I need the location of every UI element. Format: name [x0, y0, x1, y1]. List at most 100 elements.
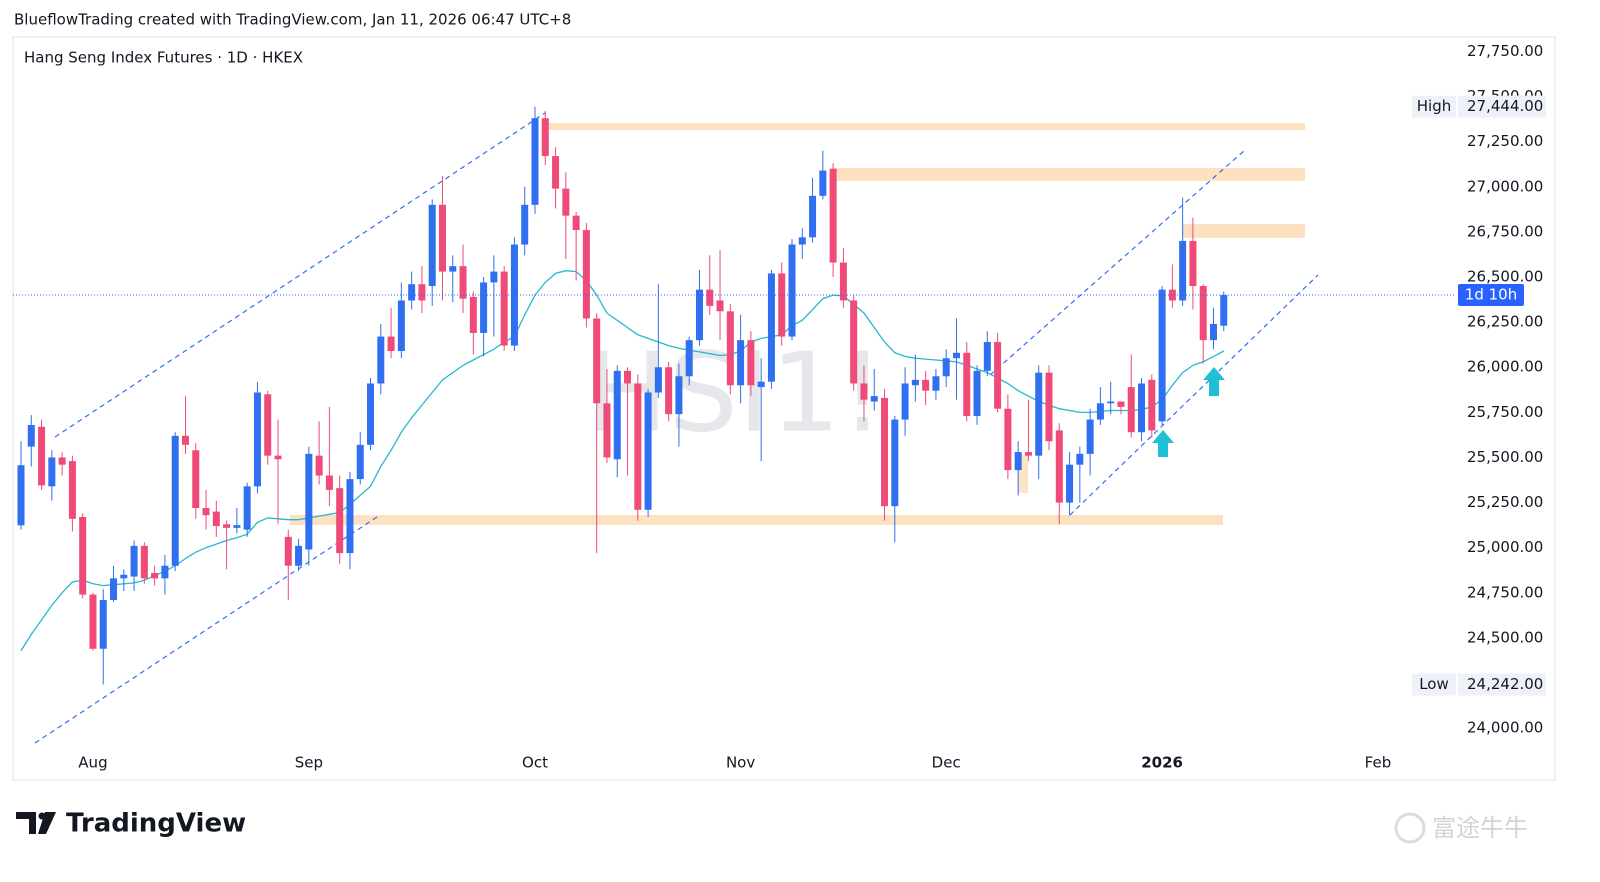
candle-body — [778, 273, 786, 337]
candle-body — [747, 340, 755, 386]
candle-body — [48, 457, 56, 487]
candle-body — [356, 444, 364, 480]
candle-body — [1189, 240, 1197, 287]
candle-body — [850, 300, 858, 384]
channel-line — [54, 112, 546, 438]
candle-body — [644, 392, 652, 510]
candle-body — [264, 394, 272, 456]
candle-body — [17, 465, 25, 526]
candle-body — [130, 545, 138, 577]
candle-body — [654, 367, 662, 393]
candle-body — [79, 517, 87, 595]
candle-body — [634, 383, 642, 510]
candle-body — [469, 296, 477, 333]
extreme-value-box — [1458, 673, 1546, 696]
candle-body — [233, 525, 241, 528]
candle-body — [38, 426, 46, 486]
candle-body — [613, 370, 621, 460]
highlight-zone — [1018, 455, 1028, 493]
candle-body — [582, 230, 590, 319]
candle-body — [1148, 379, 1156, 431]
x-tick-label: Nov — [726, 754, 755, 772]
corner-watermark: 富途牛牛 — [1432, 814, 1528, 842]
annotation-layer — [1152, 367, 1225, 457]
candle-body — [665, 367, 673, 415]
candle-body — [428, 204, 436, 287]
candle-body — [1014, 452, 1022, 471]
candle-body — [284, 536, 292, 566]
candle-body — [120, 574, 128, 579]
axis-layer: AugSepOctNovDec2026Feb24,000.0024,250.00… — [78, 42, 1546, 772]
candle-body — [994, 341, 1002, 409]
corner-logo — [1394, 812, 1426, 844]
candle-body — [110, 578, 118, 601]
y-tick-label: 26,750.00 — [1467, 222, 1543, 240]
candle-body — [305, 453, 313, 550]
resistance-zone — [1183, 224, 1305, 238]
candle-body — [68, 461, 76, 519]
candle-body — [1138, 383, 1146, 433]
candle-body — [387, 336, 395, 351]
candle-body — [27, 424, 35, 447]
candle-body — [1004, 408, 1012, 471]
candle-body — [675, 376, 683, 415]
candle-body — [181, 435, 189, 445]
chart-title: Hang Seng Index Futures · 1D · HKEX — [24, 49, 303, 67]
symbol-watermark: HSI1! — [585, 328, 884, 456]
x-tick-label: Aug — [78, 754, 107, 772]
candle-body — [1209, 323, 1217, 341]
candle-body — [202, 507, 210, 516]
candle-body — [860, 383, 868, 400]
candle-body — [1024, 452, 1032, 456]
candle-body — [459, 266, 467, 299]
candle-body — [932, 376, 940, 391]
resistance-zone — [545, 123, 1305, 130]
candle-body — [922, 379, 930, 391]
brand-logo: TradingView — [16, 809, 246, 839]
resistance-zone — [833, 168, 1305, 181]
candle-body — [192, 450, 200, 508]
y-tick-label: 24,000.00 — [1467, 719, 1543, 737]
y-tick-label: 24,750.00 — [1467, 583, 1543, 601]
candle-body — [603, 403, 611, 458]
candle-body — [1107, 401, 1115, 404]
x-tick-label: Dec — [932, 754, 961, 772]
candle-body — [1158, 289, 1166, 422]
candle-body — [367, 383, 375, 445]
candle-body — [171, 435, 179, 566]
y-tick-label: 25,750.00 — [1467, 403, 1543, 421]
candle-body — [336, 488, 344, 554]
candle-body — [737, 340, 745, 386]
candle-body — [942, 358, 950, 377]
channel-line — [1069, 274, 1319, 516]
candle-body — [562, 188, 570, 216]
y-tick-label: 24,500.00 — [1467, 628, 1543, 646]
candle-body — [973, 370, 981, 416]
y-tick-label: 25,250.00 — [1467, 493, 1543, 511]
candle-body — [99, 600, 107, 649]
candle-body — [757, 381, 765, 388]
candle-body — [212, 511, 220, 527]
candle-body — [418, 284, 426, 301]
candle-body — [140, 545, 148, 579]
candle-body — [500, 271, 508, 346]
candle-body — [911, 379, 919, 386]
candle-body — [1127, 387, 1135, 433]
y-tick-label: 26,500.00 — [1467, 268, 1543, 286]
candle-body — [1117, 401, 1125, 407]
candle-body — [161, 565, 169, 579]
candle-body — [397, 300, 405, 351]
candle-body — [1076, 453, 1084, 465]
y-tick-label: 27,250.00 — [1467, 132, 1543, 150]
channel-line — [989, 149, 1246, 376]
candle-body — [716, 300, 724, 312]
candle-body — [1086, 419, 1094, 454]
candle-body — [346, 479, 354, 554]
candle-body — [274, 455, 282, 460]
x-tick-label: Feb — [1365, 754, 1392, 772]
extreme-value-box — [1458, 95, 1546, 118]
candle-body — [685, 340, 693, 377]
candle-body — [449, 266, 457, 272]
